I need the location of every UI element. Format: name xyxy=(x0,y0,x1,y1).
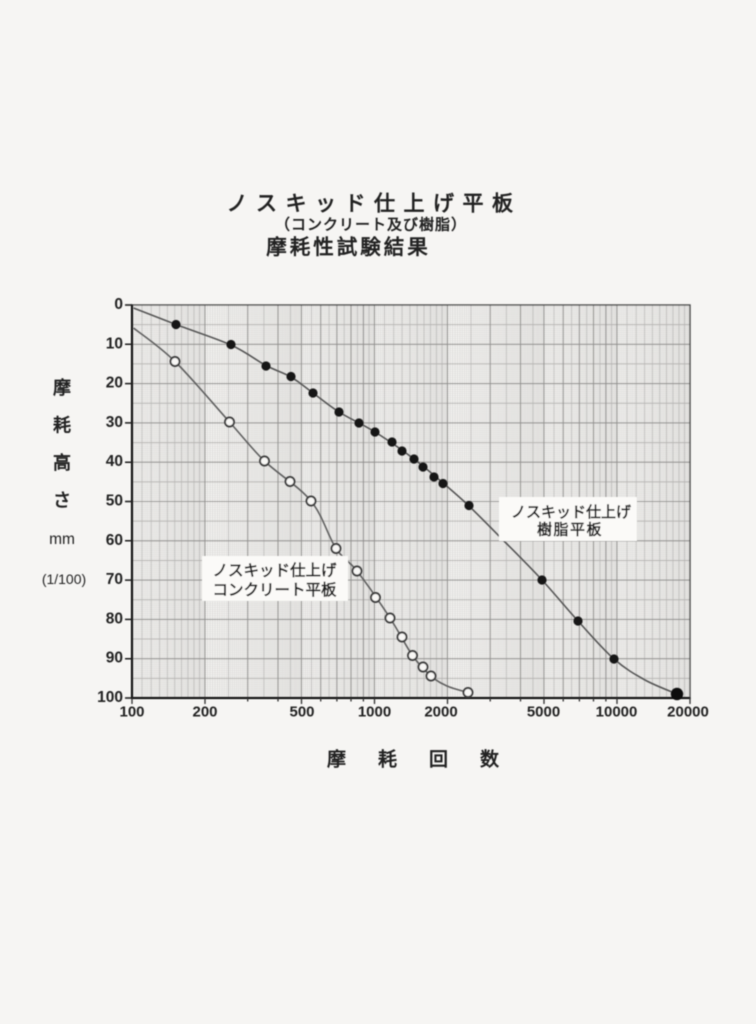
svg-text:10000: 10000 xyxy=(596,704,638,721)
svg-text:200: 200 xyxy=(192,704,217,721)
svg-text:(1/100): (1/100) xyxy=(42,571,86,587)
svg-text:90: 90 xyxy=(106,650,123,667)
svg-text:樹脂平板: 樹脂平板 xyxy=(537,521,603,539)
svg-text:100: 100 xyxy=(119,704,144,721)
svg-text:30: 30 xyxy=(106,414,123,431)
svg-text:耗: 耗 xyxy=(53,415,71,436)
svg-text:100: 100 xyxy=(97,689,123,706)
svg-text:（コンクリート及び樹脂）: （コンクリート及び樹脂） xyxy=(275,216,467,234)
svg-text:60: 60 xyxy=(106,532,123,549)
svg-text:2000: 2000 xyxy=(424,704,457,721)
svg-text:ノスキッド仕上げ: ノスキッド仕上げ xyxy=(212,561,337,580)
svg-text:40: 40 xyxy=(106,453,123,470)
svg-text:80: 80 xyxy=(106,610,123,627)
svg-text:ノスキッド仕上げ: ノスキッド仕上げ xyxy=(511,503,632,521)
svg-text:摩耗回数: 摩耗回数 xyxy=(327,748,531,771)
svg-text:摩耗性試験結果: 摩耗性試験結果 xyxy=(266,235,431,259)
svg-text:70: 70 xyxy=(106,571,123,588)
svg-text:10: 10 xyxy=(106,335,123,352)
svg-text:20: 20 xyxy=(106,375,123,392)
svg-text:50: 50 xyxy=(106,493,123,510)
svg-text:コンクリート平板: コンクリート平板 xyxy=(212,580,337,599)
svg-text:0: 0 xyxy=(114,296,123,313)
svg-text:さ: さ xyxy=(53,491,71,511)
svg-text:500: 500 xyxy=(289,704,314,721)
svg-text:5000: 5000 xyxy=(527,704,560,721)
svg-text:1000: 1000 xyxy=(358,704,391,721)
svg-text:20000: 20000 xyxy=(667,704,709,721)
svg-text:摩: 摩 xyxy=(53,377,71,398)
svg-text:高: 高 xyxy=(53,452,71,473)
svg-text:ノスキッド仕上げ平板: ノスキッド仕上げ平板 xyxy=(227,192,522,216)
svg-text:mm: mm xyxy=(49,531,75,548)
